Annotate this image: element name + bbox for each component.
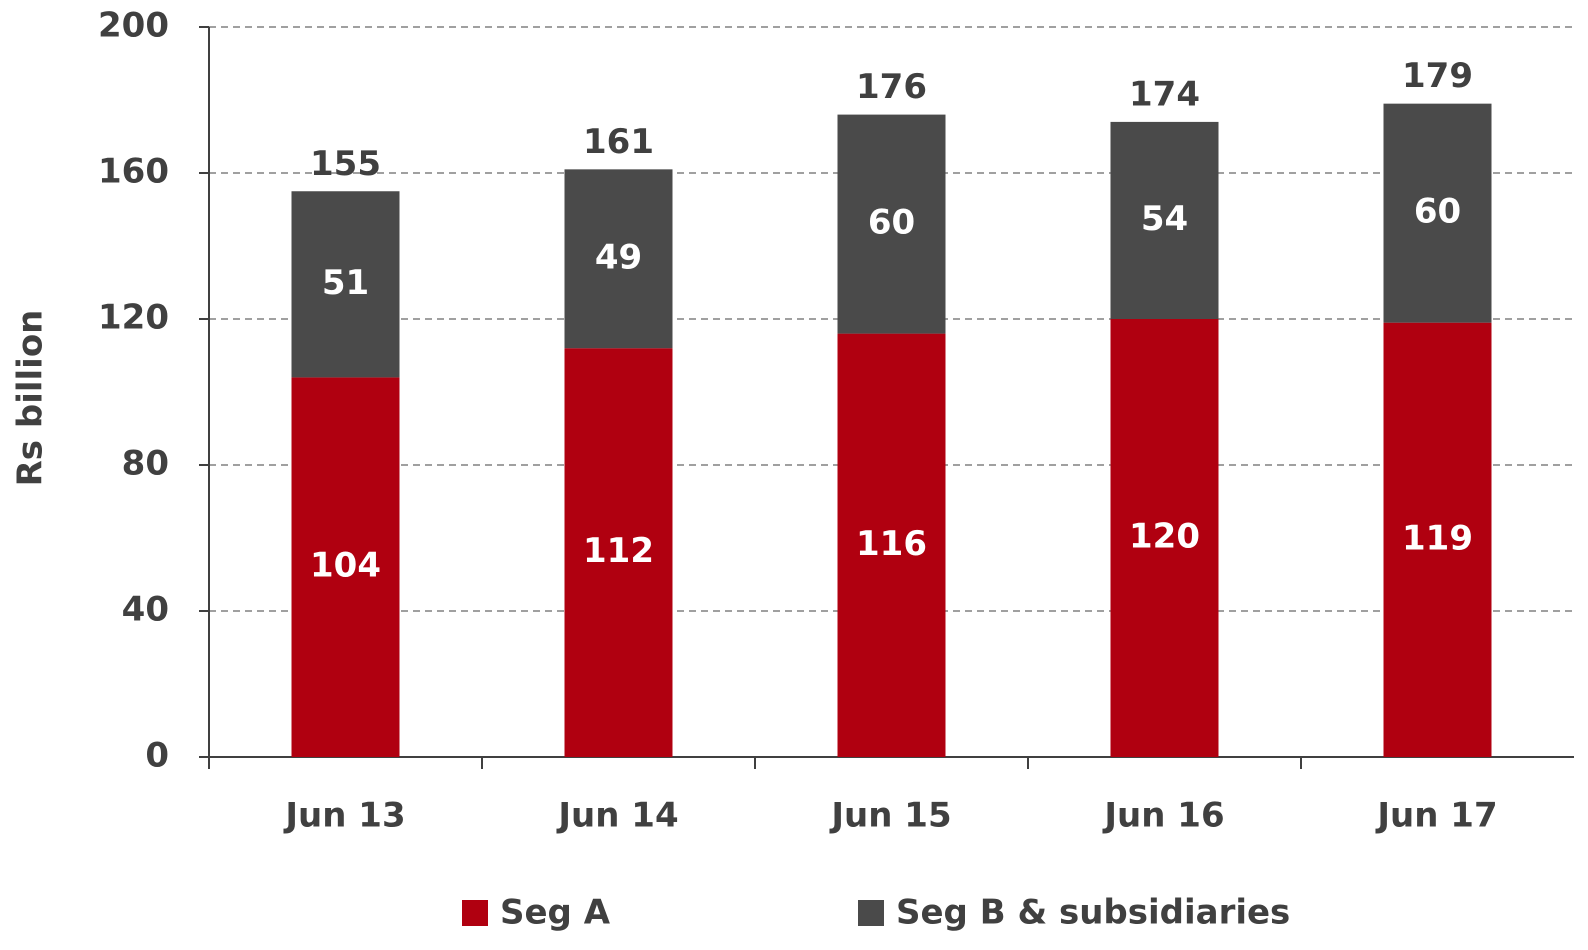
legend-swatch: [462, 900, 488, 926]
bar-segment: [1110, 319, 1219, 757]
x-tick-label: Jun 13: [283, 796, 405, 836]
legend-swatch: [858, 900, 884, 926]
bar-segment: [837, 333, 946, 757]
legend-label: Seg B & subsidiaries: [896, 893, 1290, 933]
y-tick-label: 160: [98, 152, 169, 192]
x-tick-label: Jun 14: [556, 796, 678, 836]
data-label: 54: [1141, 199, 1188, 239]
total-label: 161: [583, 122, 654, 162]
y-tick-label: 80: [122, 444, 169, 484]
y-tick-label: 120: [98, 298, 169, 338]
bar-segment: [291, 377, 400, 757]
total-label: 176: [856, 67, 927, 107]
bar-segment: [1110, 121, 1219, 320]
x-tick-label: Jun 16: [1102, 796, 1224, 836]
data-label: 60: [1414, 192, 1461, 232]
x-tick-label: Jun 15: [829, 796, 951, 836]
data-label: 60: [868, 203, 915, 243]
y-tick-label: 40: [122, 590, 169, 630]
y-tick-label: 200: [98, 6, 169, 46]
data-label: 104: [310, 546, 381, 586]
bar-segment: [291, 191, 400, 378]
total-label: 174: [1129, 74, 1200, 114]
total-label: 179: [1402, 56, 1473, 96]
legend-label: Seg A: [500, 893, 611, 933]
data-label: 112: [583, 531, 654, 571]
y-tick-label: 0: [145, 736, 169, 776]
data-label: 119: [1402, 518, 1473, 558]
total-label: 155: [310, 144, 381, 184]
data-label: 120: [1129, 517, 1200, 557]
bar-segment: [1383, 322, 1492, 757]
data-label: 51: [322, 263, 369, 303]
bar-segment: [837, 114, 946, 334]
data-label: 116: [856, 524, 927, 564]
x-tick-label: Jun 17: [1375, 796, 1497, 836]
bar-segment: [564, 348, 673, 757]
data-label: 49: [595, 237, 642, 277]
bar-segment: [564, 169, 673, 349]
y-axis-label: Rs billion: [11, 310, 51, 487]
bar-segment: [1383, 103, 1492, 323]
